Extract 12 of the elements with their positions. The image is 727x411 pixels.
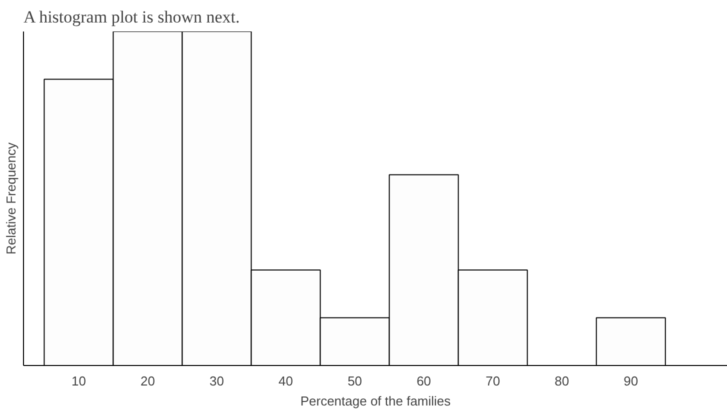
x-tick-label: 50 <box>348 374 362 388</box>
y-axis-title: Relative Frequency <box>4 142 18 254</box>
x-tick-label: 80 <box>554 374 570 388</box>
x-axis-title: Percentage of the families <box>300 394 452 408</box>
x-tick-label: 90 <box>624 374 638 388</box>
x-tick-label: 20 <box>140 374 155 388</box>
x-tick-label: 70 <box>486 374 500 388</box>
x-tick-label: 30 <box>210 374 224 388</box>
x-tick-label: 60 <box>416 374 432 388</box>
x-tick-label: 10 <box>71 374 86 388</box>
chart-title: A histogram plot is shown next. <box>24 8 240 26</box>
x-tick-label: 40 <box>278 374 294 388</box>
